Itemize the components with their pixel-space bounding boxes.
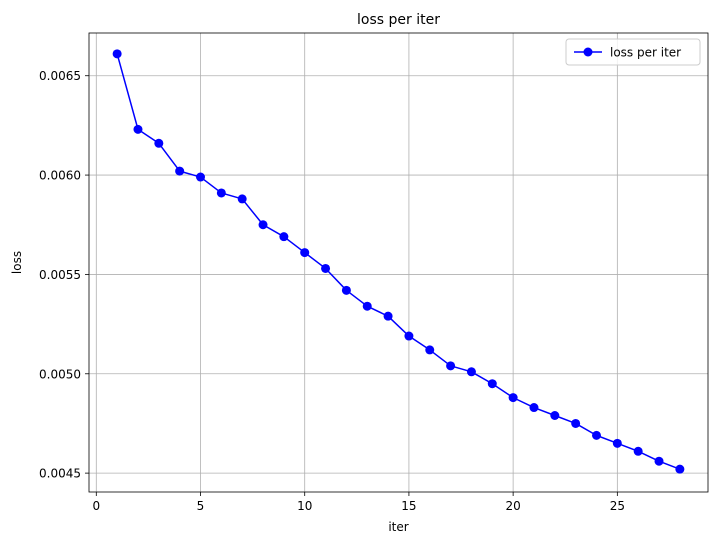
data-point [321,263,331,273]
data-point [591,430,601,440]
data-point [112,49,122,59]
chart-title: loss per iter [357,12,440,28]
data-point [425,345,435,355]
data-point [529,403,539,413]
data-point [633,446,643,456]
legend-label: loss per iter [610,46,681,60]
data-point [362,301,372,311]
data-point [508,393,518,403]
x-axis-ticks: 0 5 10 15 20 25 [92,492,625,513]
data-point [612,438,622,448]
data-point [175,166,185,176]
data-point [571,418,581,428]
data-point [341,285,351,295]
y-tick-label: 0.0060 [39,169,81,183]
grid-lines [89,33,708,492]
data-series [112,49,685,474]
x-tick-label: 10 [297,499,312,513]
y-tick-label: 0.0050 [39,367,81,381]
series-line [116,53,681,470]
y-tick-label: 0.0045 [39,467,81,481]
legend-marker [583,47,593,57]
data-point [466,367,476,377]
data-point [279,232,289,242]
x-tick-label: 5 [197,499,205,513]
data-point [404,331,414,341]
data-point [675,464,685,474]
data-point [300,248,310,258]
data-point [383,311,393,321]
y-tick-label: 0.0055 [39,268,81,282]
plot-area-frame [88,32,709,493]
y-axis-label: loss [10,251,24,274]
y-tick-label: 0.0065 [39,69,81,83]
data-point [258,220,268,230]
y-axis-ticks: 0.0045 0.0050 0.0055 0.0060 0.0065 [39,69,89,481]
data-point [196,172,206,182]
x-tick-label: 0 [92,499,100,513]
x-tick-label: 20 [505,499,520,513]
data-point [446,361,456,371]
legend: loss per iter [565,38,701,66]
data-point [654,456,664,466]
data-point [133,124,143,134]
data-point [237,194,247,204]
data-point [154,138,164,148]
x-axis-label: iter [388,520,408,534]
legend-box [565,38,701,66]
x-tick-label: 15 [401,499,416,513]
x-tick-label: 25 [610,499,625,513]
data-point [487,379,497,389]
data-point [550,411,560,420]
data-point [216,188,226,198]
